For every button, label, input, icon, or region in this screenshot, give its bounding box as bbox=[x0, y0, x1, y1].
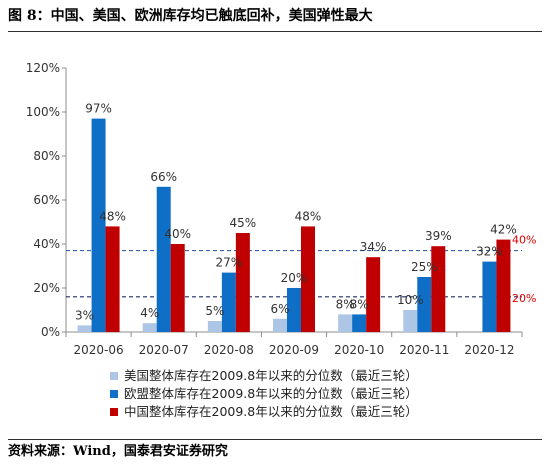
bar bbox=[366, 257, 381, 332]
bar-value-label: 4% bbox=[140, 306, 159, 320]
bar-value-label: 39% bbox=[425, 229, 452, 243]
legend-swatch bbox=[110, 390, 118, 398]
legend-label: 美国整体库存在2009.8年以来的分位数（最近三轮） bbox=[124, 368, 418, 383]
bar-value-label: 6% bbox=[270, 302, 289, 316]
y-tick-label: 120% bbox=[26, 61, 60, 75]
y-tick-label: 80% bbox=[33, 149, 60, 163]
x-tick-label: 2020-11 bbox=[399, 343, 449, 357]
bar-value-label: 8% bbox=[336, 297, 355, 311]
bar bbox=[91, 118, 106, 332]
legend-item: 欧盟整体库存在2009.8年以来的分位数（最近三轮） bbox=[110, 385, 530, 403]
bar bbox=[287, 288, 301, 332]
bar-value-label: 48% bbox=[99, 209, 126, 223]
figure-source: 资料来源：Wind，国泰君安证券研究 bbox=[8, 439, 542, 462]
x-tick-label: 2020-12 bbox=[464, 343, 514, 357]
bar-value-label: 34% bbox=[360, 240, 387, 254]
bar bbox=[221, 272, 236, 332]
bar bbox=[403, 310, 418, 332]
x-tick-label: 2020-06 bbox=[74, 343, 124, 357]
figure-title: 图 8：中国、美国、欧洲库存均已触底回补，美国弹性最大 bbox=[8, 3, 542, 32]
y-tick-label: 40% bbox=[33, 237, 60, 251]
bar bbox=[301, 226, 315, 332]
y-axis: 0% 20% 40% 60% 80% 100% 120% bbox=[26, 61, 67, 339]
bar bbox=[352, 314, 367, 332]
bar bbox=[235, 233, 250, 332]
reference-line-label: 40% bbox=[512, 234, 536, 247]
bar bbox=[156, 186, 171, 332]
bar-value-label: 27% bbox=[216, 256, 243, 270]
bar bbox=[273, 318, 287, 332]
bar-value-label: 42% bbox=[490, 223, 517, 237]
y-tick-label: 100% bbox=[26, 105, 60, 119]
bar-labels-layer: 3% 4% 5% 6% 8% 10% 97% 66% 27% 20% 8% 25% 32% 48% 40% 4… bbox=[75, 102, 517, 323]
bars-layer bbox=[77, 118, 511, 332]
bar-value-label: 8% bbox=[350, 297, 369, 311]
bar bbox=[417, 277, 432, 332]
legend-item: 美国整体库存在2009.8年以来的分位数（最近三轮） bbox=[110, 367, 530, 385]
bar-value-label: 5% bbox=[205, 304, 224, 318]
bar bbox=[338, 314, 353, 332]
bar bbox=[105, 226, 120, 332]
bar bbox=[207, 321, 222, 332]
bar-value-label: 32% bbox=[476, 245, 503, 259]
bar bbox=[77, 325, 92, 332]
x-tick-label: 2020-08 bbox=[204, 343, 254, 357]
chart-legend: 美国整体库存在2009.8年以来的分位数（最近三轮） 欧盟整体库存在2009.8年… bbox=[110, 367, 530, 421]
x-tick-label: 2020-09 bbox=[269, 343, 319, 357]
bar bbox=[496, 239, 511, 332]
legend-swatch bbox=[110, 372, 118, 380]
bar bbox=[170, 244, 185, 332]
legend-label: 欧盟整体库存在2009.8年以来的分位数（最近三轮） bbox=[124, 386, 418, 401]
y-tick-label: 0% bbox=[41, 325, 60, 339]
x-tick-label: 2020-10 bbox=[334, 343, 384, 357]
bar-value-label: 66% bbox=[150, 170, 177, 184]
y-tick-label: 60% bbox=[33, 193, 60, 207]
bar-value-label: 48% bbox=[295, 209, 322, 223]
x-tick-label: 2020-07 bbox=[139, 343, 189, 357]
bar-value-label: 25% bbox=[411, 260, 438, 274]
bar bbox=[482, 261, 497, 332]
y-tick-label: 20% bbox=[33, 281, 60, 295]
bar bbox=[142, 323, 157, 332]
bar-value-label: 45% bbox=[230, 216, 257, 230]
legend-item: 中国整体库存在2009.8年以来的分位数（最近三轮） bbox=[110, 403, 530, 421]
reference-line-label: 20% bbox=[512, 292, 536, 305]
bar-value-label: 40% bbox=[164, 227, 191, 241]
x-axis: 2020-06 2020-07 2020-08 2020-09 2020-10 2020-… bbox=[65, 331, 523, 357]
bar-value-label: 10% bbox=[397, 293, 424, 307]
bar-value-label: 97% bbox=[85, 102, 112, 116]
legend-label: 中国整体库存在2009.8年以来的分位数（最近三轮） bbox=[124, 404, 418, 419]
bar-value-label: 20% bbox=[281, 271, 308, 285]
bar-value-label: 3% bbox=[75, 308, 94, 322]
bar bbox=[431, 246, 446, 332]
legend-swatch bbox=[110, 408, 118, 416]
